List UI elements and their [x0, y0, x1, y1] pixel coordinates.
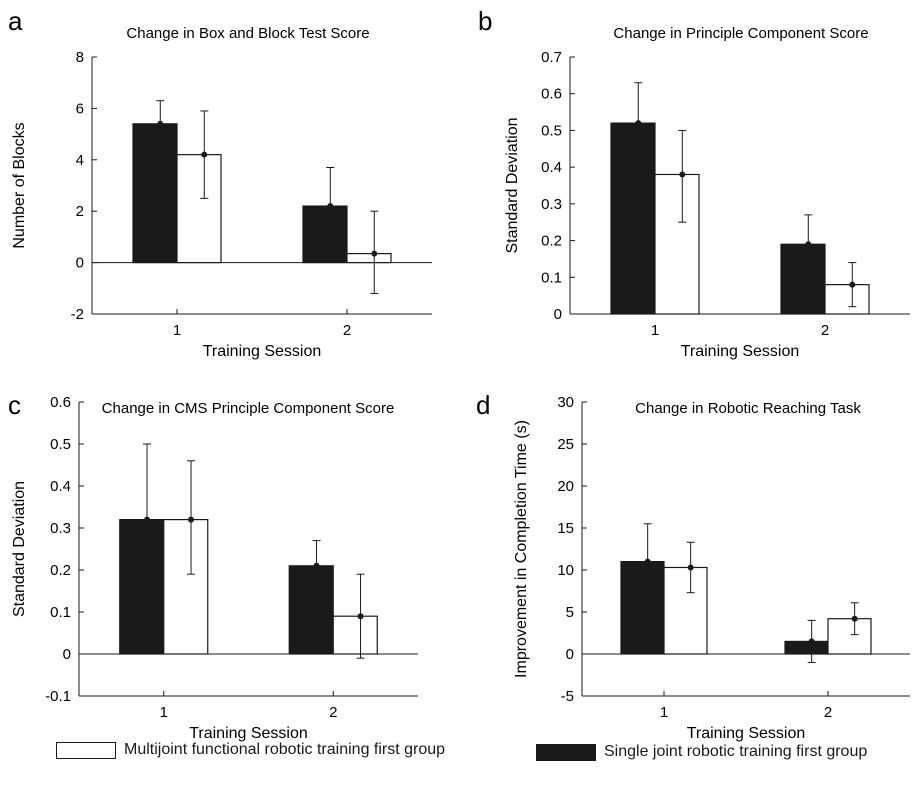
y-tick-label: 15	[557, 520, 574, 537]
mean-point-multi	[188, 516, 195, 523]
y-tick-label: 0.4	[541, 159, 562, 176]
mean-point-multi	[849, 281, 856, 288]
chart-title: Change in Principle Component Score	[613, 25, 868, 42]
y-tick-label: 0.1	[541, 269, 562, 286]
y-tick-label: -2	[71, 306, 84, 323]
x-tick-label: 2	[824, 704, 832, 721]
bar-single	[620, 560, 665, 655]
y-tick-label: 0.5	[541, 122, 562, 139]
mean-point-multi	[687, 564, 694, 571]
y-tick-label: 5	[566, 604, 574, 621]
y-tick-label: 0.6	[541, 86, 562, 103]
bar-single	[784, 640, 829, 655]
mean-point-multi	[851, 615, 858, 622]
panel-label: d	[476, 390, 490, 420]
x-tick-label: 1	[160, 704, 168, 721]
chart-title: Change in CMS Principle Component Score	[102, 400, 395, 417]
y-tick-label: 0.3	[50, 520, 71, 537]
legend-label-single: Single joint robotic training first grou…	[604, 743, 868, 760]
x-tick-label: 1	[173, 322, 181, 339]
mean-point-multi	[371, 250, 378, 257]
y-tick-label: 0.4	[50, 478, 71, 495]
x-axis-label: Training Session	[189, 725, 308, 742]
mean-point-single	[313, 562, 320, 569]
y-tick-label: 8	[76, 49, 84, 66]
y-tick-label: 0	[566, 646, 574, 663]
bar-multi	[163, 518, 209, 655]
x-tick-label: 2	[343, 322, 351, 339]
bar-multi	[176, 154, 222, 264]
bar-single	[132, 123, 178, 264]
bar-single	[302, 205, 348, 264]
y-tick-label: 0.5	[50, 436, 71, 453]
legend-swatch-multi	[56, 741, 116, 759]
y-axis-label: Standard Deviation	[11, 481, 28, 617]
y-tick-label: -0.1	[45, 688, 71, 705]
y-tick-label: 20	[557, 478, 574, 495]
y-tick-label: 4	[76, 152, 84, 169]
bar-single	[610, 122, 656, 315]
legend-label-multi: Multijoint functional robotic training f…	[124, 741, 446, 758]
x-tick-label: 2	[821, 322, 829, 339]
bar-single	[119, 518, 165, 655]
y-tick-label: 10	[557, 562, 574, 579]
bar-single	[288, 565, 334, 655]
bar-multi	[654, 173, 700, 315]
mean-point-single	[327, 203, 334, 210]
y-tick-label: 6	[76, 100, 84, 117]
mean-point-multi	[679, 171, 686, 178]
y-axis-label: Number of Blocks	[11, 122, 28, 248]
panel-label: a	[8, 6, 23, 36]
chart-panel-a: a Change in Box and Block Test Score -2 0 2 4…	[8, 6, 432, 360]
legend-item-multi: Multijoint functional robotic training f…	[56, 738, 445, 762]
legend-item-single: Single joint robotic training first grou…	[536, 740, 867, 764]
bar-multi	[663, 566, 708, 655]
mean-point-single	[144, 516, 151, 523]
y-tick-label: 0	[63, 646, 71, 663]
x-tick-label: 2	[329, 704, 337, 721]
mean-point-single	[808, 638, 815, 645]
chart-title: Change in Robotic Reaching Task	[635, 400, 861, 417]
mean-point-single	[157, 120, 164, 127]
y-tick-label: 0	[554, 306, 562, 323]
bar-multi	[827, 618, 872, 655]
x-tick-label: 1	[651, 322, 659, 339]
panel-label: b	[478, 6, 492, 36]
mean-point-single	[805, 241, 812, 248]
bar-multi	[332, 615, 378, 655]
y-axis-label: Improvement in Completion Time (s)	[513, 420, 530, 678]
x-axis-label: Training Session	[681, 343, 800, 360]
x-axis-label: Training Session	[203, 343, 322, 360]
y-tick-label: 0	[76, 255, 84, 272]
x-axis-label: Training Session	[687, 725, 806, 742]
y-tick-label: 0.1	[50, 604, 71, 621]
y-tick-label: 30	[557, 394, 574, 411]
y-tick-label: 0.7	[541, 49, 562, 66]
mean-point-multi	[357, 613, 364, 620]
y-tick-label: 0.2	[50, 562, 71, 579]
bar-multi	[346, 253, 392, 264]
y-tick-label: -5	[561, 688, 574, 705]
legend-swatch-single	[536, 743, 596, 761]
mean-point-multi	[201, 151, 208, 158]
x-tick-label: 1	[660, 704, 668, 721]
y-tick-label: 0.3	[541, 196, 562, 213]
panel-label: c	[8, 390, 21, 420]
chart-panel-c: c Change in CMS Principle Component Score…	[8, 390, 418, 742]
mean-point-single	[635, 120, 642, 127]
y-axis-label: Standard Deviation	[504, 117, 521, 253]
y-tick-label: 25	[557, 436, 574, 453]
chart-title: Change in Box and Block Test Score	[126, 25, 369, 42]
y-tick-label: 0.6	[50, 394, 71, 411]
chart-panel-d: d Change in Robotic Reaching Task -5 0 5 10 15…	[476, 390, 910, 742]
y-tick-label: 0.2	[541, 233, 562, 250]
bar-single	[780, 243, 826, 315]
mean-point-single	[644, 558, 651, 565]
y-tick-label: 2	[76, 203, 84, 220]
chart-panel-b: b Change in Principle Component Score 0 0.1…	[478, 6, 910, 360]
bar-multi	[824, 284, 870, 315]
